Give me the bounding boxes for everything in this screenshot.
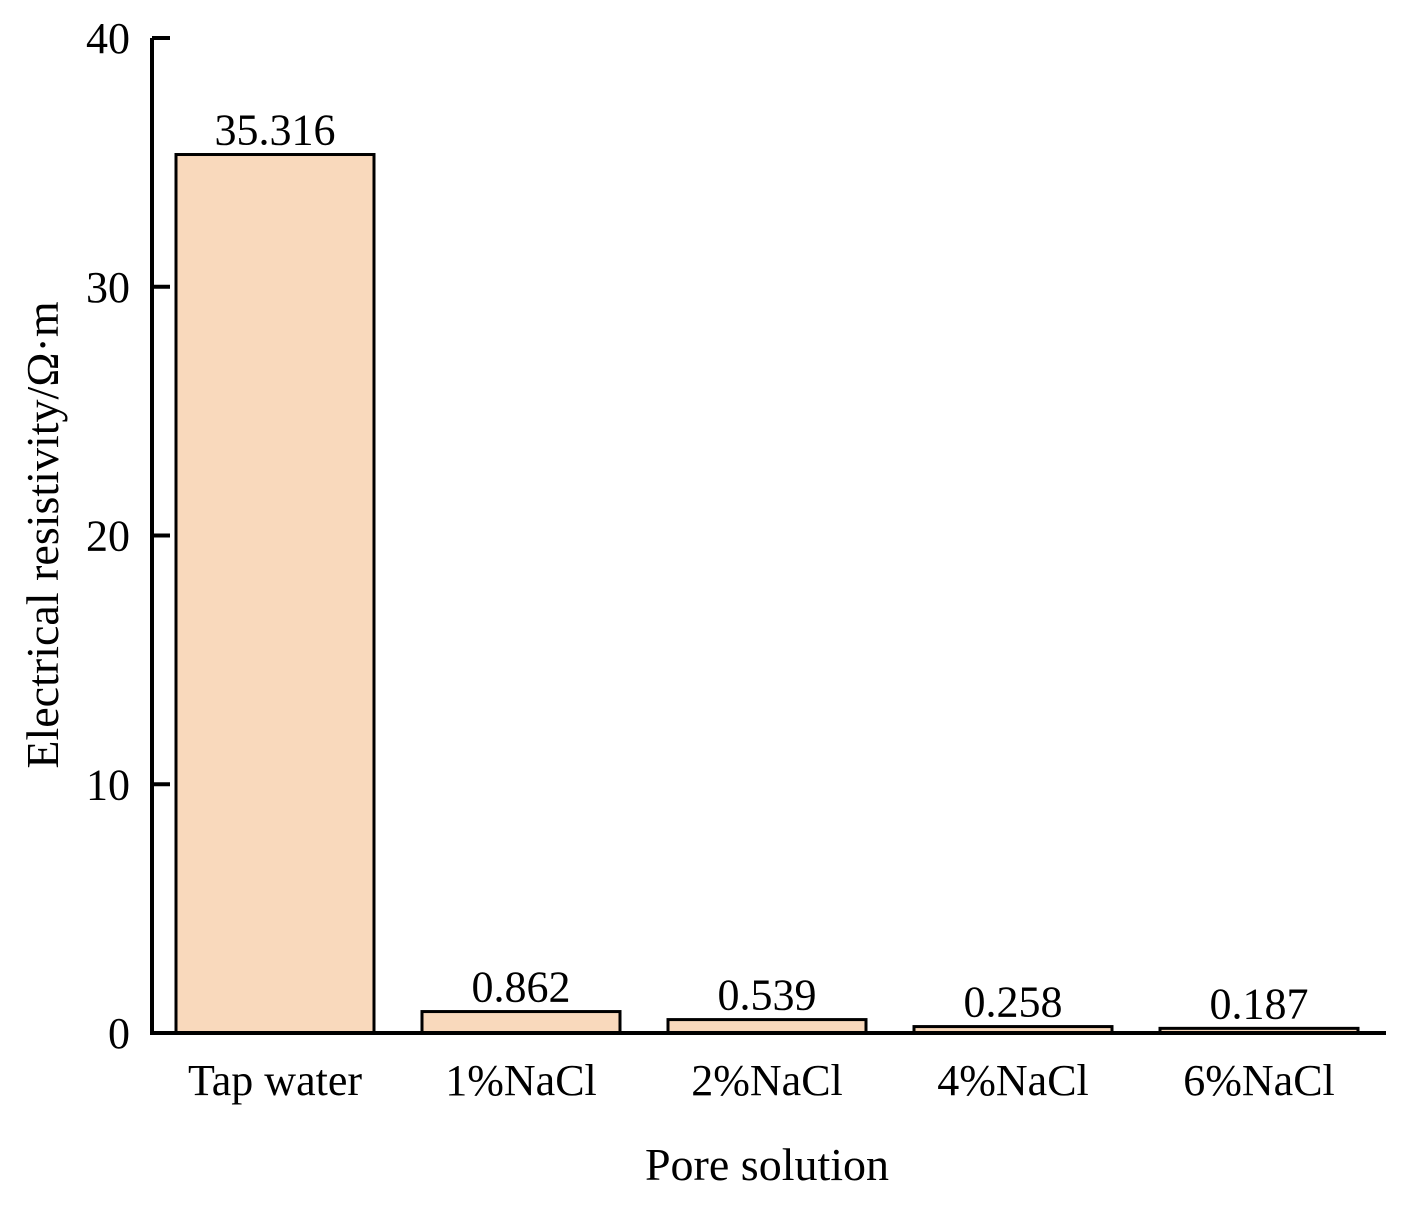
x-category-label: 2%NaCl bbox=[691, 1056, 843, 1105]
x-category-label: 6%NaCl bbox=[1183, 1056, 1335, 1105]
bar bbox=[420, 1010, 622, 1035]
y-tick-label: 40 bbox=[86, 14, 130, 63]
data-label: 0.187 bbox=[1210, 979, 1309, 1028]
x-axis-title: Pore solution bbox=[645, 1139, 889, 1190]
bars-layer bbox=[174, 153, 1360, 1035]
x-category-label: 1%NaCl bbox=[445, 1056, 597, 1105]
data-label: 0.539 bbox=[718, 971, 817, 1020]
data-labels-layer: 35.316 0.862 0.539 0.258 0.187 bbox=[215, 106, 1309, 1029]
bar bbox=[174, 153, 376, 1035]
y-tick-label: 20 bbox=[86, 512, 130, 561]
x-category-label: 4%NaCl bbox=[937, 1056, 1089, 1105]
data-label: 0.862 bbox=[472, 963, 571, 1012]
y-tick-label: 10 bbox=[86, 760, 130, 809]
data-label: 35.316 bbox=[215, 106, 336, 155]
bar bbox=[666, 1018, 868, 1035]
x-category-label: Tap water bbox=[188, 1056, 362, 1105]
data-label: 0.258 bbox=[964, 978, 1063, 1027]
y-ticks-layer: 0 10 20 30 40 bbox=[86, 14, 170, 1058]
y-tick-label: 30 bbox=[86, 263, 130, 312]
x-category-labels-layer: Tap water 1%NaCl 2%NaCl 4%NaCl 6%NaCl bbox=[188, 1056, 1335, 1105]
y-tick-label: 0 bbox=[108, 1009, 130, 1058]
y-axis-title: Electrical resistivity/Ω·m bbox=[17, 301, 68, 768]
